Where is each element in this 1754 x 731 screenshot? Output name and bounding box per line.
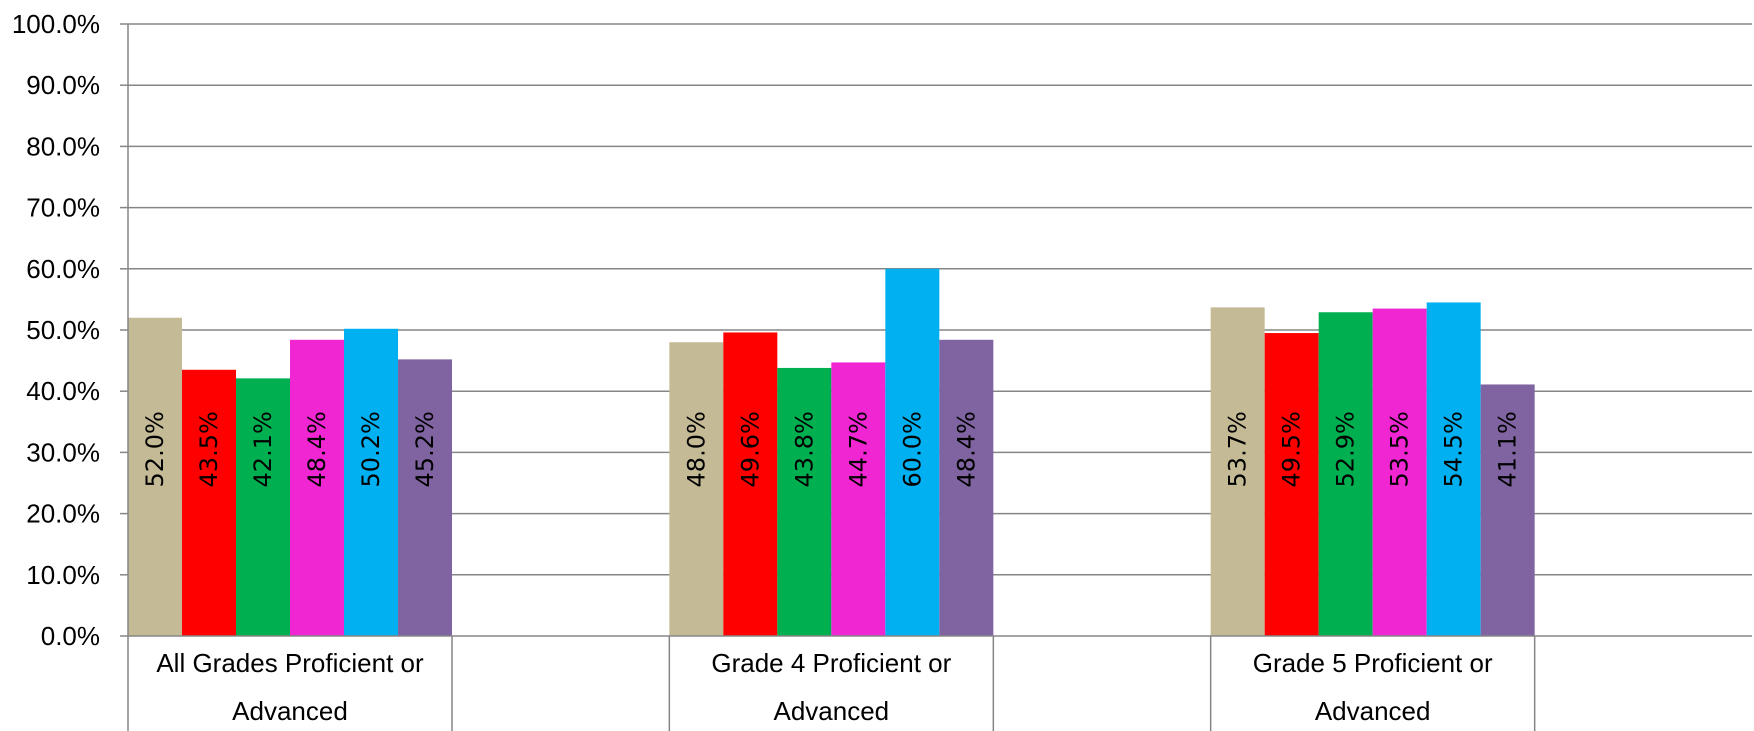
y-tick-label: 20.0%: [26, 499, 100, 529]
x-tick-label: All Grades Proficient or Advanced: [156, 648, 424, 726]
data-label: 53.7%: [1224, 411, 1252, 487]
data-label: 60.0%: [898, 411, 926, 487]
bar: [236, 378, 290, 636]
x-tick-label: Grade 4 Proficient or Advanced: [711, 648, 951, 726]
data-label: 48.4%: [303, 411, 331, 487]
data-label: 49.6%: [736, 411, 764, 487]
data-label: 48.0%: [682, 411, 710, 487]
bar: [1264, 333, 1319, 636]
data-label: 43.8%: [790, 411, 818, 487]
bar: [290, 339, 344, 636]
bar: [344, 328, 398, 636]
bars: [128, 268, 1535, 636]
bar: [128, 317, 182, 636]
data-label: 54.5%: [1440, 411, 1468, 487]
y-axis-ticks: 0.0% 10.0% 20.0% 30.0% 40.0% 50.0% 60.0% 70.0% 8…: [12, 9, 128, 651]
y-tick-label: 40.0%: [26, 376, 100, 406]
bar: [777, 367, 832, 636]
bar: [398, 359, 452, 636]
y-tick-label: 30.0%: [26, 437, 100, 467]
bar: [885, 268, 940, 636]
bar: [1426, 302, 1481, 636]
bar: [1480, 384, 1535, 636]
data-label: 42.1%: [249, 411, 277, 487]
x-tick-label: Grade 5 Proficient or Advanced: [1253, 648, 1493, 726]
x-axis: All Grades Proficient or Advanced Grade 4 …: [127, 24, 1752, 731]
data-label: 44.7%: [844, 411, 872, 487]
data-label: 52.0%: [141, 411, 169, 487]
bar: [831, 362, 886, 636]
y-tick-label: 100.0%: [12, 9, 100, 39]
y-tick-label: 80.0%: [26, 131, 100, 161]
data-label: 52.9%: [1332, 411, 1360, 487]
data-labels: 52.0% 43.5% 42.1% 48.4% 50.2% 45.2% 48.0% 49.6%…: [141, 411, 1522, 487]
y-tick-label: 70.0%: [26, 193, 100, 223]
y-tick-label: 60.0%: [26, 254, 100, 284]
y-tick-label: 90.0%: [26, 70, 100, 100]
data-label: 41.1%: [1494, 411, 1522, 487]
y-tick-label: 0.0%: [41, 621, 100, 651]
bar: [669, 342, 724, 636]
bar: [939, 339, 994, 636]
bar: [1210, 307, 1265, 636]
y-tick-label: 10.0%: [26, 560, 100, 590]
y-tick-label: 50.0%: [26, 315, 100, 345]
bar: [723, 332, 778, 636]
data-label: 50.2%: [357, 411, 385, 487]
data-label: 49.5%: [1278, 411, 1306, 487]
bar: [182, 369, 236, 636]
bar: [1318, 312, 1373, 636]
data-label: 43.5%: [195, 411, 223, 487]
data-label: 53.5%: [1386, 411, 1414, 487]
data-label: 48.4%: [952, 411, 980, 487]
data-label: 45.2%: [411, 411, 439, 487]
bar: [1372, 308, 1427, 636]
